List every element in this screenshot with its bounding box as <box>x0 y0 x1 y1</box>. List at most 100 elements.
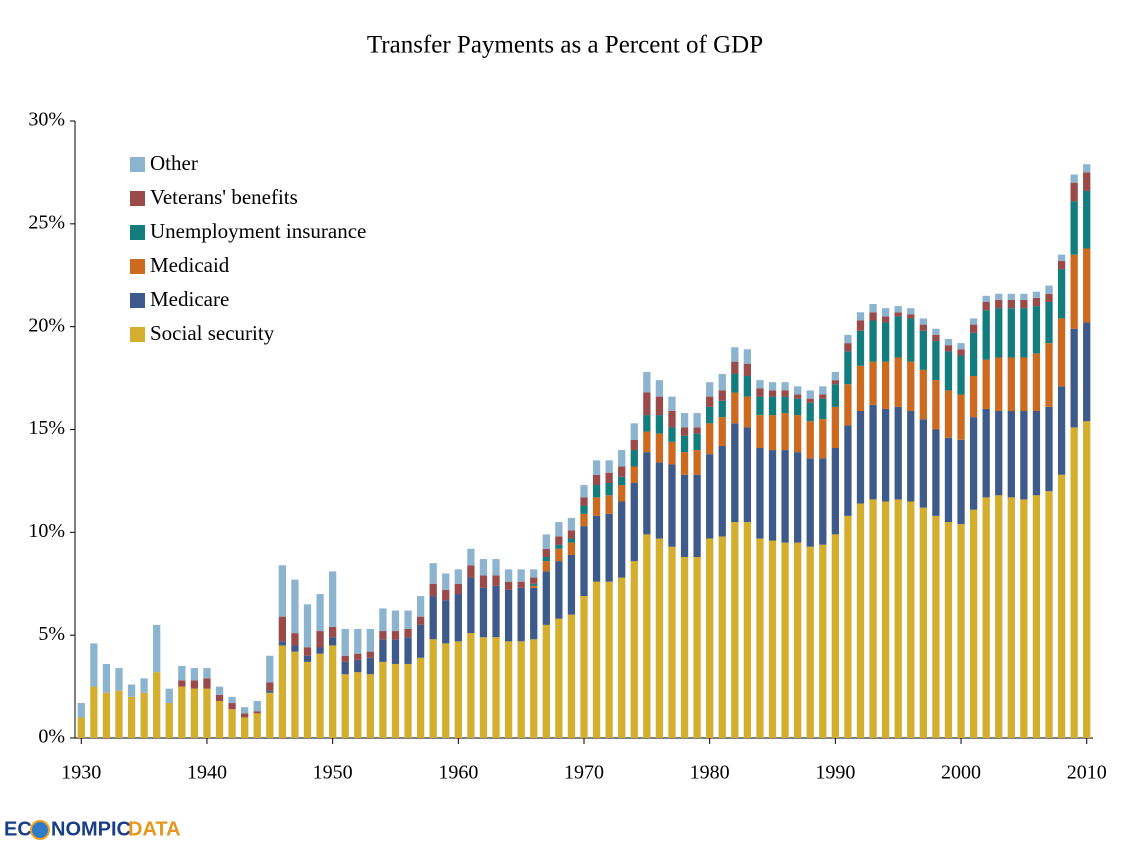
bar-segment <box>618 501 626 578</box>
bar-segment <box>203 678 211 689</box>
bar-segment <box>819 398 827 420</box>
legend-label: Medicaid <box>150 253 230 277</box>
bar-segment <box>693 474 701 558</box>
bar-segment <box>932 429 940 516</box>
legend-label: Unemployment insurance <box>150 219 366 243</box>
bar-segment <box>1007 308 1015 358</box>
bar-segment <box>354 659 362 673</box>
bar-segment <box>278 565 287 617</box>
bar-segment <box>756 448 764 539</box>
bar-segment <box>957 524 965 738</box>
bar-segment <box>768 390 777 397</box>
bar-segment <box>1057 474 1066 738</box>
bar-segment <box>530 585 538 588</box>
bar-segment <box>492 585 500 638</box>
bar-segment <box>517 569 525 582</box>
bar-segment <box>982 301 990 311</box>
bar-segment <box>1007 293 1015 300</box>
bar-segment <box>756 388 764 397</box>
legend-label: Veterans' benefits <box>150 185 298 209</box>
bar-segment <box>881 501 890 738</box>
bar-segment <box>944 390 953 438</box>
bar-segment <box>592 581 601 738</box>
bar-segment <box>1032 297 1041 307</box>
bar-segment <box>781 542 789 738</box>
bar-segment <box>668 441 676 465</box>
bar-segment <box>618 450 626 467</box>
bar-segment <box>731 373 739 393</box>
bar-segment <box>517 587 525 642</box>
bar-segment <box>768 396 777 416</box>
bar-segment <box>781 382 789 391</box>
bar-segment <box>316 647 324 654</box>
bar-segment <box>932 380 940 430</box>
bar-segment <box>894 406 902 500</box>
bar-segment <box>643 431 651 453</box>
bar-segment <box>643 534 651 738</box>
bar-segment <box>668 427 676 442</box>
bar-segment <box>467 548 475 566</box>
bar-segment <box>354 672 362 738</box>
logo-globe <box>30 820 50 840</box>
bar-segment <box>806 421 814 459</box>
bar-segment <box>819 544 827 738</box>
bar-segment <box>743 396 752 428</box>
bar-segment <box>291 651 299 738</box>
bar-segment <box>831 534 840 738</box>
bar-segment <box>907 410 915 502</box>
bar-segment <box>919 369 927 420</box>
bar-segment <box>580 485 588 498</box>
bar-segment <box>731 361 739 374</box>
bar-segment <box>391 610 400 632</box>
bar-segment <box>266 682 274 691</box>
bar-segment <box>856 330 865 366</box>
bar-segment <box>530 577 538 584</box>
bar-segment <box>630 450 638 467</box>
bar-segment <box>504 581 513 590</box>
bar-segment <box>379 639 387 662</box>
bar-segment <box>869 361 877 405</box>
bar-segment <box>567 554 576 615</box>
bar-segment <box>819 458 827 545</box>
bar-segment <box>743 376 752 397</box>
bar-segment <box>203 668 211 679</box>
bar-segment <box>102 692 111 738</box>
bar-segment <box>416 657 425 738</box>
bar-segment <box>919 318 927 325</box>
bar-segment <box>504 589 513 642</box>
bar-segment <box>178 666 186 681</box>
legend-label: Medicare <box>150 287 229 311</box>
bar-segment <box>379 631 387 640</box>
bar-segment <box>869 499 877 738</box>
bar-segment <box>655 396 664 416</box>
bar-segment <box>995 293 1003 300</box>
bar-segment <box>542 624 550 738</box>
bar-segment <box>731 392 739 424</box>
bar-segment <box>454 594 462 642</box>
bar-segment <box>969 332 978 377</box>
bar-segment <box>328 637 337 646</box>
bar-segment <box>1070 254 1078 329</box>
y-tick-label: 0% <box>38 726 65 748</box>
bar-segment <box>555 561 563 619</box>
bar-segment <box>794 394 802 399</box>
bar-segment <box>555 536 563 545</box>
x-tick-label: 1970 <box>564 762 604 784</box>
bar-segment <box>630 466 638 483</box>
bar-segment <box>580 505 588 514</box>
bar-segment <box>341 674 349 738</box>
bar-segment <box>932 515 940 738</box>
bar-segment <box>655 415 664 434</box>
bar-segment <box>995 495 1003 738</box>
bar-segment <box>228 709 236 738</box>
bar-segment <box>567 517 576 531</box>
bar-segment <box>806 398 814 403</box>
bar-segment <box>391 631 400 640</box>
bar-segment <box>467 565 475 578</box>
bar-segment <box>580 513 588 527</box>
bar-segment <box>643 371 651 393</box>
y-tick-label: 20% <box>28 314 65 336</box>
bar-segment <box>932 334 940 342</box>
bar-segment <box>957 343 965 350</box>
bar-segment <box>655 433 664 463</box>
